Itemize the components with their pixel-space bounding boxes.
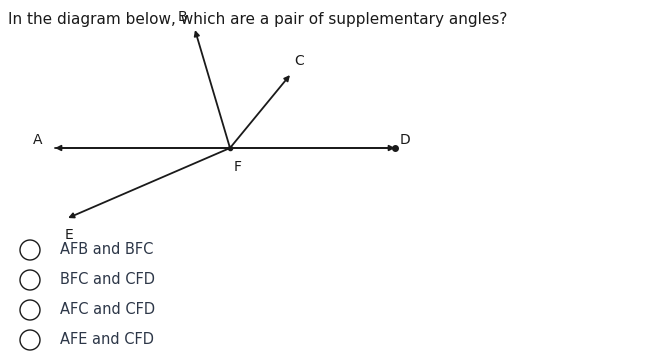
Text: D: D	[400, 133, 411, 147]
Text: In the diagram below, which are a pair of supplementary angles?: In the diagram below, which are a pair o…	[8, 12, 507, 27]
Text: C: C	[294, 54, 304, 68]
Text: AFE and CFD: AFE and CFD	[60, 333, 154, 347]
Text: BFC and CFD: BFC and CFD	[60, 273, 155, 288]
Text: AFB and BFC: AFB and BFC	[60, 243, 153, 257]
Text: F: F	[234, 160, 242, 174]
Text: E: E	[65, 228, 74, 242]
Text: AFC and CFD: AFC and CFD	[60, 302, 155, 318]
Text: A: A	[33, 133, 42, 147]
Text: B: B	[178, 10, 187, 24]
